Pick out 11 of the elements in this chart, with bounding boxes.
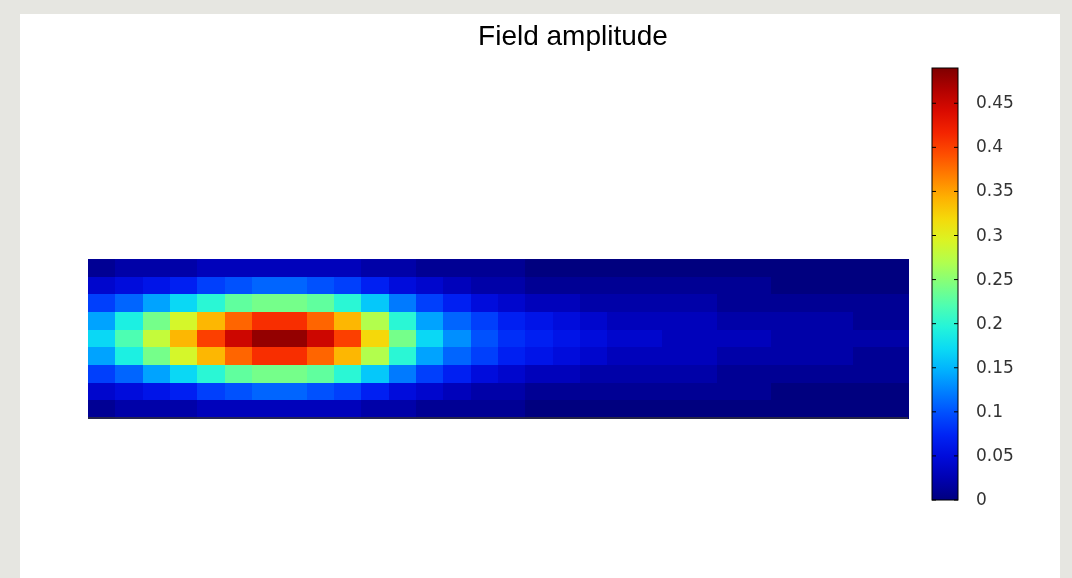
color-bar-label: 0.15 — [976, 356, 1014, 377]
color-bar-label: 0.25 — [976, 268, 1014, 289]
color-bar-label: 0.05 — [976, 444, 1014, 465]
color-bar-label: 0 — [976, 489, 987, 509]
color-bar-label: 0.3 — [976, 224, 1004, 245]
color-bar-label: 0.45 — [976, 92, 1014, 113]
color-bar-label: 0.1 — [976, 400, 1004, 421]
color-bar-label: 0.35 — [976, 180, 1014, 201]
chart-title: Field amplitude — [478, 20, 668, 51]
color-bar-label: 0.2 — [976, 312, 1004, 333]
color-bar-label: 0.4 — [976, 136, 1004, 157]
